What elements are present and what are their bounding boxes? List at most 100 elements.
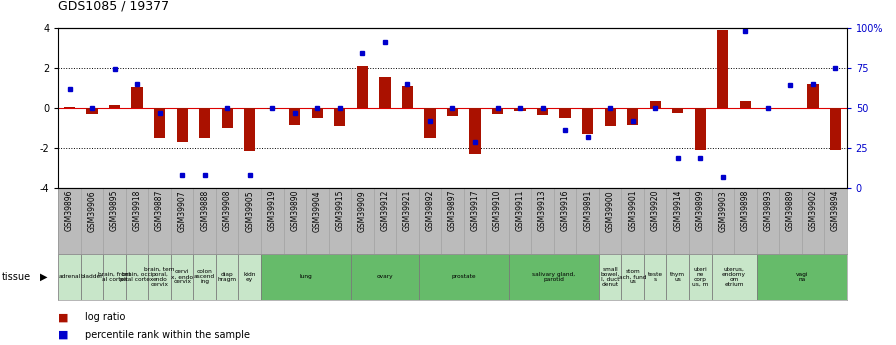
Text: GSM39897: GSM39897 (448, 190, 457, 231)
Bar (154, 108, 165, 138)
Bar (830, 108, 841, 150)
Text: brain, tem
poral,
endo
cervix: brain, tem poral, endo cervix (144, 267, 175, 287)
Text: prostate: prostate (452, 274, 476, 279)
Bar (171, 254, 194, 300)
Bar (357, 66, 368, 108)
Text: GSM39904: GSM39904 (313, 190, 322, 231)
Bar (599, 254, 622, 300)
Bar (514, 108, 526, 111)
Bar (244, 108, 255, 151)
Bar (650, 101, 661, 108)
Bar (689, 254, 711, 300)
Text: teste
s: teste s (648, 272, 663, 282)
Text: ovary: ovary (376, 274, 393, 279)
Text: GSM39891: GSM39891 (583, 190, 592, 231)
Bar (267, 108, 278, 109)
Bar (86, 108, 98, 114)
Text: vagi
na: vagi na (796, 272, 808, 282)
Text: GSM39887: GSM39887 (155, 190, 164, 231)
Bar (537, 108, 548, 115)
Bar (672, 108, 684, 113)
Text: GSM39890: GSM39890 (290, 190, 299, 231)
Text: percentile rank within the sample: percentile rank within the sample (85, 330, 250, 339)
Bar (425, 108, 435, 138)
Text: thym
us: thym us (670, 272, 685, 282)
Bar (627, 108, 638, 125)
Text: adrenal: adrenal (58, 274, 81, 279)
Text: GSM39905: GSM39905 (246, 190, 254, 231)
Text: bladder: bladder (81, 274, 103, 279)
Text: salivary gland,
parotid: salivary gland, parotid (532, 272, 575, 282)
Bar (756, 254, 847, 300)
Text: kidn
ey: kidn ey (244, 272, 256, 282)
Bar (221, 108, 233, 128)
Bar (717, 30, 728, 108)
Text: diap
hragm: diap hragm (218, 272, 237, 282)
Text: GSM39916: GSM39916 (561, 190, 570, 231)
Text: stom
ach, fund
us: stom ach, fund us (619, 269, 646, 284)
Text: GSM39896: GSM39896 (65, 190, 74, 231)
Text: GSM39915: GSM39915 (335, 190, 344, 231)
Text: brain, occi
pital cortex: brain, occi pital cortex (120, 272, 154, 282)
Text: GSM39903: GSM39903 (719, 190, 728, 231)
Bar (559, 108, 571, 118)
Bar (711, 254, 756, 300)
Bar (351, 254, 418, 300)
Bar (109, 105, 120, 108)
Text: GSM39895: GSM39895 (110, 190, 119, 231)
Bar (401, 86, 413, 108)
Bar (312, 108, 323, 118)
Text: GSM39911: GSM39911 (515, 190, 524, 231)
Bar (418, 254, 509, 300)
Bar (492, 108, 504, 114)
Bar (509, 254, 599, 300)
Text: colon
ascend
ing: colon ascend ing (194, 269, 215, 284)
Text: GSM39898: GSM39898 (741, 190, 750, 231)
Text: GSM39907: GSM39907 (177, 190, 186, 231)
Bar (470, 108, 480, 154)
Text: cervi
x, endo
cervix: cervi x, endo cervix (171, 269, 194, 284)
Text: GSM39906: GSM39906 (88, 190, 97, 231)
Text: GSM39902: GSM39902 (808, 190, 817, 231)
Text: GDS1085 / 19377: GDS1085 / 19377 (58, 0, 169, 12)
Bar (103, 254, 125, 300)
Bar (334, 108, 346, 126)
Bar (447, 108, 458, 116)
Bar (125, 254, 149, 300)
Bar (644, 254, 667, 300)
Bar (64, 107, 75, 108)
Text: GSM39921: GSM39921 (403, 190, 412, 231)
Text: GSM39914: GSM39914 (673, 190, 682, 231)
Text: ■: ■ (58, 330, 69, 339)
Bar (199, 108, 211, 138)
Text: GSM39900: GSM39900 (606, 190, 615, 231)
Text: GSM39893: GSM39893 (763, 190, 772, 231)
Text: GSM39919: GSM39919 (268, 190, 277, 231)
Text: GSM39889: GSM39889 (786, 190, 795, 231)
Bar (694, 108, 706, 150)
Text: GSM39899: GSM39899 (696, 190, 705, 231)
Bar (238, 254, 261, 300)
Bar (622, 254, 644, 300)
Text: GSM39892: GSM39892 (426, 190, 435, 231)
Bar (667, 254, 689, 300)
Text: GSM39913: GSM39913 (538, 190, 547, 231)
Text: GSM39909: GSM39909 (358, 190, 366, 231)
Bar (58, 254, 81, 300)
Bar (605, 108, 616, 126)
Bar (582, 108, 593, 134)
Text: ▶: ▶ (40, 272, 47, 282)
Text: tissue: tissue (2, 272, 31, 282)
Text: GSM39920: GSM39920 (650, 190, 659, 231)
Bar (261, 254, 351, 300)
Bar (132, 87, 142, 108)
Bar (289, 108, 300, 125)
Text: GSM39894: GSM39894 (831, 190, 840, 231)
Bar (149, 254, 171, 300)
Bar (177, 108, 188, 142)
Bar (81, 254, 103, 300)
Text: GSM39912: GSM39912 (381, 190, 390, 231)
Bar (216, 254, 238, 300)
Text: GSM39888: GSM39888 (200, 190, 209, 231)
Text: ■: ■ (58, 313, 69, 322)
